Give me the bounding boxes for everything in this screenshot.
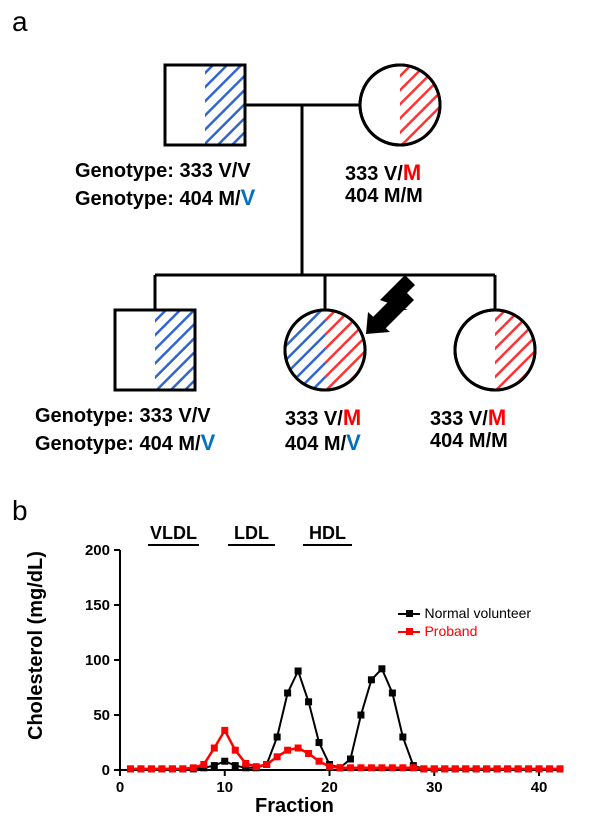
genotype-text: 333 V/	[345, 163, 403, 185]
genotype-child3-line1: 333 V/M	[430, 405, 506, 431]
allele-red: M	[343, 405, 361, 430]
genotype-proband-line2: 404 M/V	[285, 430, 361, 456]
chart-xlabel: Fraction	[255, 795, 334, 818]
genotype-child1-line2: Genotype: 404 M/V	[35, 430, 215, 456]
chart-ylabel: Cholesterol (mg/dL)	[25, 551, 48, 740]
svg-text:30: 30	[426, 779, 443, 796]
allele-blue: V	[201, 430, 216, 455]
allele-red: M	[488, 405, 506, 430]
svg-text:100: 100	[85, 652, 110, 669]
chart-legend: Normal volunteer Proband	[398, 605, 531, 641]
genotype-parents-left-line2: Genotype: 404 M/V	[75, 185, 255, 211]
legend-normal: Normal volunteer	[424, 605, 531, 621]
genotype-proband-line1: 333 V/M	[285, 405, 361, 431]
cholesterol-chart: 0 50 100 150 200 0 10 20 30 40	[70, 520, 570, 810]
allele-blue: V	[346, 430, 361, 455]
genotype-parents-right-line1: 333 V/M	[345, 160, 421, 186]
genotype-parents-right-line2: 404 M/M	[345, 185, 423, 208]
genotype-text: 333 V/	[285, 408, 343, 430]
genotype-text: 404 M/	[285, 433, 346, 455]
svg-text:200: 200	[85, 542, 110, 559]
panel-label-a: a	[12, 6, 28, 38]
svg-text:20: 20	[321, 779, 338, 796]
svg-text:40: 40	[531, 779, 548, 796]
svg-text:50: 50	[93, 707, 110, 724]
genotype-text: 333 V/	[430, 408, 488, 430]
chart-fraction-ldl: LDL	[228, 523, 275, 546]
chart-fraction-hdl: HDL	[303, 523, 352, 546]
figure-page: a	[0, 0, 596, 826]
allele-blue: V	[241, 185, 256, 210]
genotype-child3-line2: 404 M/M	[430, 430, 508, 453]
chart-fraction-vldl: VLDL	[148, 523, 199, 546]
genotype-child1-line1: Genotype: 333 V/V	[35, 405, 211, 428]
svg-text:150: 150	[85, 597, 110, 614]
genotype-text: Genotype: 404 M/	[35, 433, 201, 455]
pedigree-diagram	[30, 20, 570, 460]
allele-red: M	[403, 160, 421, 185]
genotype-parents-left-line1: Genotype: 333 V/V	[75, 160, 251, 183]
legend-proband: Proband	[424, 623, 477, 639]
panel-label-b: b	[12, 495, 28, 527]
genotype-text: Genotype: 404 M/	[75, 188, 241, 210]
svg-text:10: 10	[216, 779, 233, 796]
svg-text:0: 0	[102, 762, 110, 779]
svg-text:0: 0	[116, 779, 124, 796]
